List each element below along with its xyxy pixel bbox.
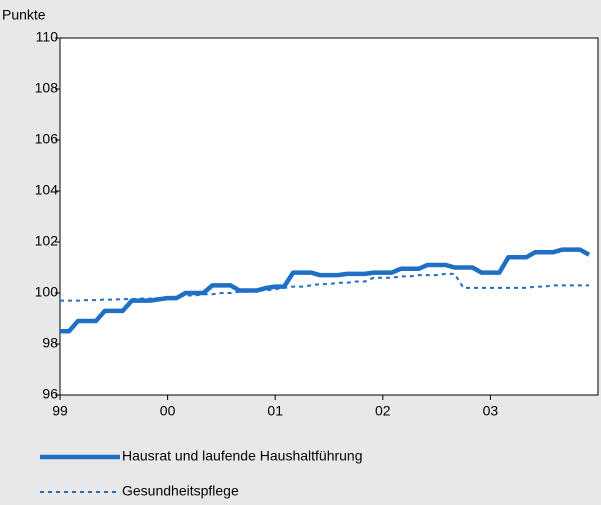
y-tick-label: 104 <box>35 182 59 198</box>
x-tick-label: 01 <box>267 403 283 419</box>
y-tick-label: 106 <box>35 131 59 147</box>
legend-label: Gesundheitspflege <box>122 483 239 499</box>
y-tick-label: 108 <box>35 80 59 96</box>
y-axis-label: Punkte <box>2 7 46 23</box>
y-tick-label: 110 <box>36 29 59 45</box>
x-tick-label: 02 <box>375 403 391 419</box>
series-line <box>60 272 590 302</box>
plot-area <box>59 37 599 396</box>
y-tick-label: 102 <box>35 233 59 249</box>
x-tick-label: 03 <box>483 403 499 419</box>
x-tick-label: 99 <box>52 403 68 419</box>
y-tick-label: 100 <box>35 284 59 300</box>
y-tick-label: 98 <box>42 335 58 351</box>
y-tick-label: 96 <box>42 386 58 402</box>
legend-label: Hausrat und laufende Haushaltführung <box>122 448 363 464</box>
series-line <box>60 247 591 334</box>
x-tick-label: 00 <box>160 403 176 419</box>
